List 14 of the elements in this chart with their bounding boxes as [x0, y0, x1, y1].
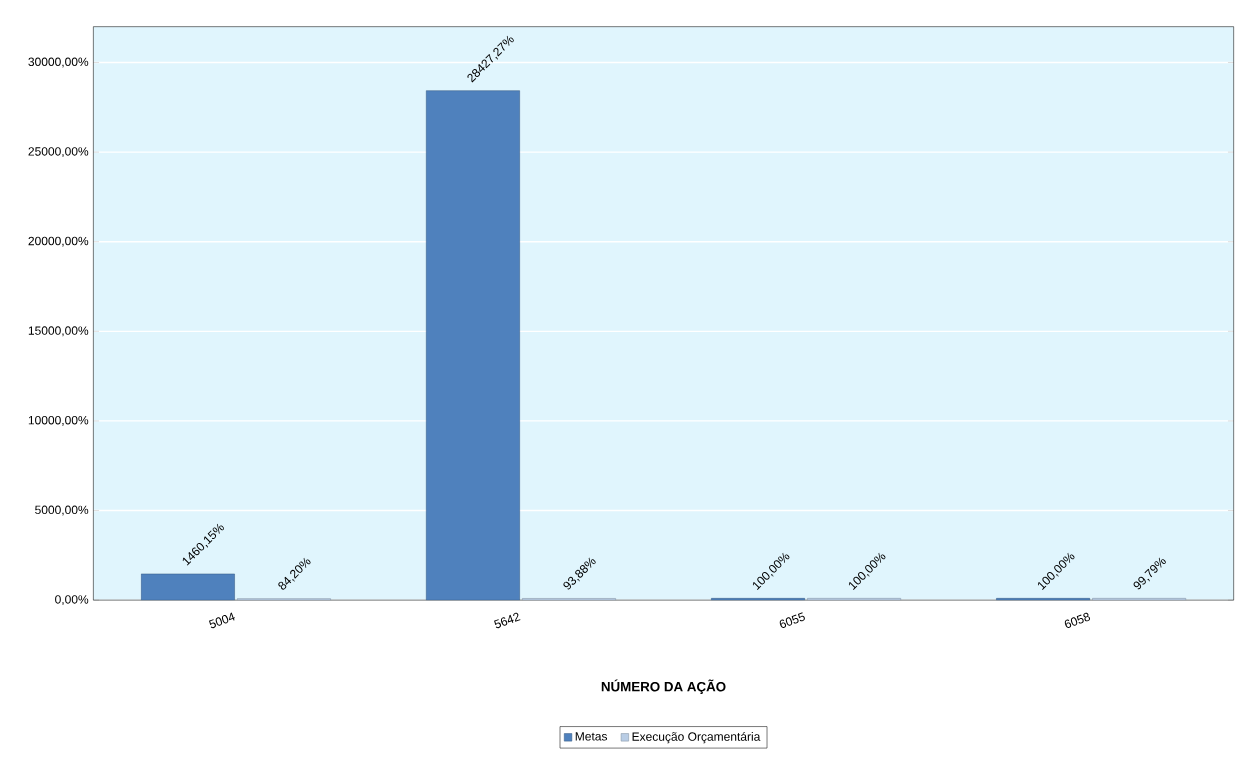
y-tick-label: 25000,00% [28, 147, 89, 157]
x-tick-label: 5004 [208, 612, 235, 629]
x-axis-title: NÚMERO DA AÇÃO [601, 679, 726, 694]
y-tick-label: 15000,00% [28, 326, 89, 337]
x-tick-label: 6055 [779, 612, 805, 628]
x-tick-label: 6058 [1064, 612, 1091, 628]
x-tick-label: 5642 [494, 612, 521, 629]
y-tick-label: 20000,00% [28, 236, 89, 247]
y-tick-label: 30000,00% [28, 57, 89, 68]
y-tick-label: 0,00% [55, 595, 89, 605]
y-tick-label: 10000,00% [28, 415, 89, 426]
legend-label: Execução Orçamentária [632, 731, 761, 744]
y-tick-label: 5000,00% [35, 505, 89, 516]
legend-label: Metas [575, 732, 608, 741]
